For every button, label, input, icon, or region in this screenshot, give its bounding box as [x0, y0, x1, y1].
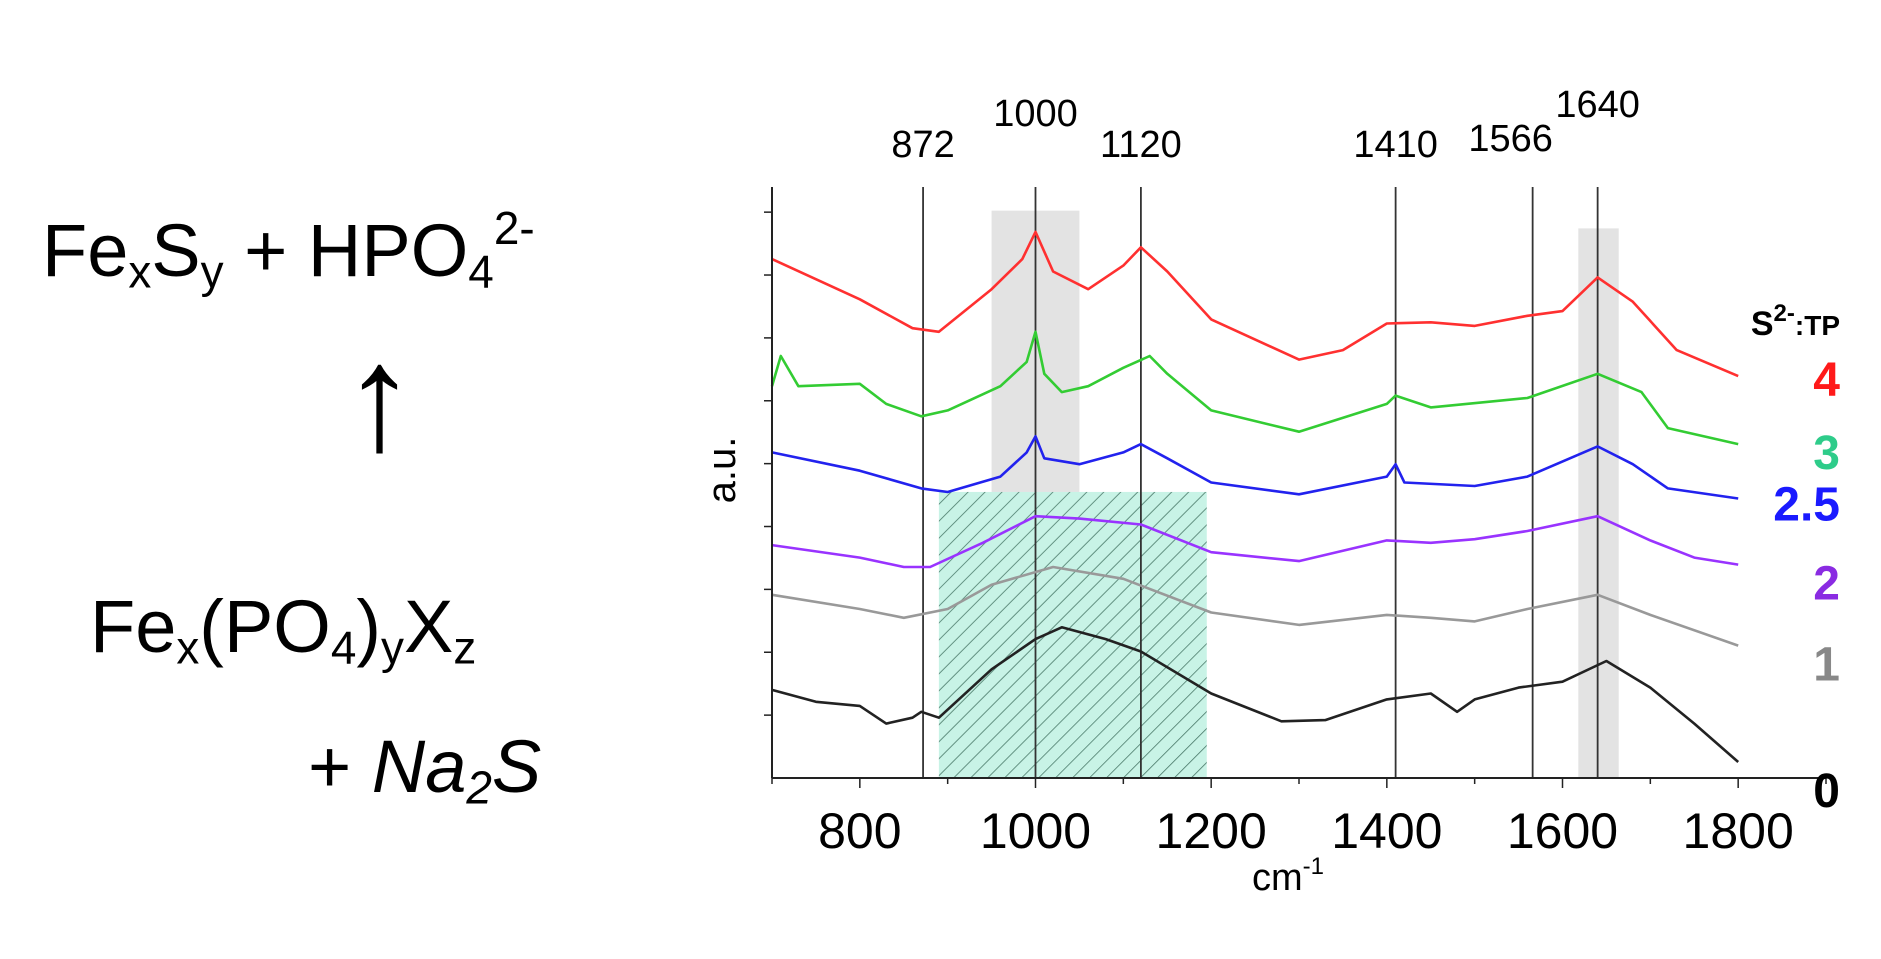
series-line-2: [771, 514, 1739, 569]
reference-label-1566: 1566: [1468, 118, 1553, 160]
series-line-0: [771, 626, 1740, 763]
series-line-3: [770, 330, 1739, 446]
x-tick-label-800: 800: [818, 803, 901, 859]
product-formula: FexSy + HPO42-: [42, 202, 535, 298]
x-tick-label-1400: 1400: [1331, 803, 1442, 859]
legend-label-0: 0: [1813, 765, 1840, 818]
reference-label-1000: 1000: [993, 93, 1078, 135]
x-tick-label-1000: 1000: [980, 803, 1091, 859]
series-line-2.5: [771, 435, 1739, 500]
series-line-4: [771, 230, 1739, 378]
reference-label-1120: 1120: [1100, 124, 1182, 166]
legend-label-4: 4: [1813, 354, 1840, 407]
shaded-region-teal-hatched: [938, 491, 1207, 778]
x-tick-label-1800: 1800: [1683, 803, 1794, 859]
reactant-formula: Fex(PO4)yXz: [90, 585, 477, 674]
reference-label-872: 872: [891, 124, 954, 166]
x-tick-label-1600: 1600: [1507, 803, 1618, 859]
series-line-1: [771, 565, 1739, 647]
reference-label-1640: 1640: [1555, 84, 1640, 126]
legend-label-2: 2: [1813, 558, 1840, 611]
legend-title: S2-:TP: [1751, 300, 1840, 343]
reference-label-1410: 1410: [1353, 124, 1438, 166]
x-tick-label-1200: 1200: [1156, 803, 1267, 859]
reagent-formula: + Na2S: [308, 725, 542, 814]
reaction-arrow-icon: ↑: [342, 313, 417, 481]
legend-label-1: 1: [1813, 639, 1840, 692]
y-axis-label: a.u.: [700, 437, 744, 504]
legend-label-2.5: 2.5: [1773, 478, 1840, 531]
x-axis-label: cm-1: [1252, 853, 1324, 899]
legend-label-3: 3: [1813, 427, 1840, 480]
